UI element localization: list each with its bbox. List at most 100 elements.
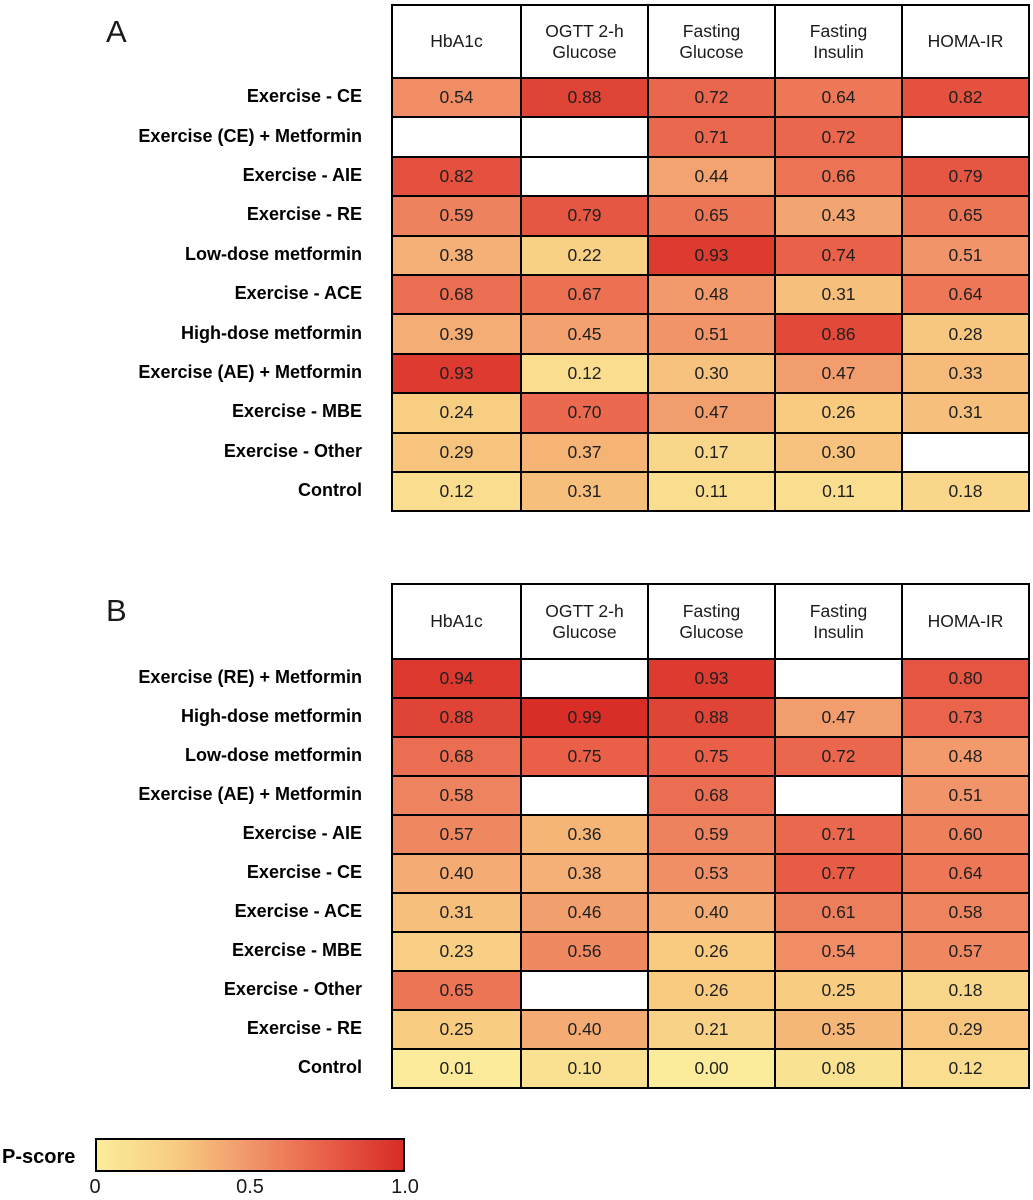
column-header: OGTT 2-h Glucose (520, 6, 647, 77)
heatmap-cell: 0.94 (393, 658, 520, 697)
heatmap-cell: 0.64 (774, 77, 901, 117)
heatmap-cell: 0.26 (647, 970, 774, 1009)
heatmap-cell-blank (393, 116, 520, 156)
heatmap-cell: 0.57 (393, 814, 520, 853)
panel-b-letter: B (106, 593, 127, 628)
column-header: Fasting Glucose (647, 585, 774, 658)
heatmap-cell: 0.08 (774, 1048, 901, 1087)
heatmap-cell: 0.01 (393, 1048, 520, 1087)
heatmap-cell-blank (520, 775, 647, 814)
heatmap-cell: 0.68 (647, 775, 774, 814)
heatmap-cell: 0.67 (520, 273, 647, 314)
heatmap-cell: 0.39 (393, 313, 520, 353)
colorbar-tick-0-5: 0.5 (236, 1176, 264, 1198)
heatmap-cell: 0.88 (647, 697, 774, 736)
heatmap-cell: 0.72 (774, 736, 901, 775)
heatmap-cell: 0.35 (774, 1009, 901, 1048)
row-label: Exercise - Other (223, 440, 362, 461)
heatmap-cell: 0.28 (901, 313, 1028, 353)
heatmap-cell: 0.70 (520, 392, 647, 432)
heatmap-cell-blank (901, 116, 1028, 156)
heatmap-cell: 0.68 (393, 736, 520, 775)
panel-a-letter: A (106, 14, 127, 49)
row-label: Exercise - ACE (234, 283, 362, 304)
heatmap-cell: 0.29 (393, 431, 520, 471)
heatmap-cell: 0.40 (393, 853, 520, 892)
heatmap-cell-blank (520, 155, 647, 196)
heatmap-cell: 0.29 (901, 1009, 1028, 1048)
heatmap-cell: 0.31 (774, 273, 901, 314)
heatmap-cell: 0.79 (520, 195, 647, 235)
heatmap-cell: 0.30 (774, 431, 901, 471)
heatmap-cell: 0.88 (520, 77, 647, 117)
heatmap-cell: 0.65 (647, 195, 774, 235)
heatmap-cell: 0.26 (647, 931, 774, 970)
heatmap-cell: 0.93 (393, 352, 520, 393)
heatmap-cell: 0.80 (901, 658, 1028, 697)
heatmap-cell: 0.72 (774, 116, 901, 156)
row-label: Exercise - RE (246, 204, 362, 225)
row-label: Exercise - CE (246, 86, 362, 107)
heatmap-cell: 0.10 (520, 1048, 647, 1087)
heatmap-cell: 0.53 (647, 853, 774, 892)
heatmap-cell: 0.38 (393, 234, 520, 274)
heatmap-cell: 0.31 (520, 470, 647, 511)
panel-b-heatmap-table: HbA1c OGTT 2-h Glucose Fasting Glucose Fast… (391, 583, 1030, 1089)
heatmap-cell: 0.51 (647, 313, 774, 353)
heatmap-cell: 0.22 (520, 234, 647, 274)
heatmap-cell: 0.88 (393, 697, 520, 736)
row-label: Exercise (CE) + Metformin (138, 125, 362, 146)
heatmap-cell: 0.40 (520, 1009, 647, 1048)
row-label: Control (298, 480, 362, 501)
heatmap-cell: 0.00 (647, 1048, 774, 1087)
heatmap-cell: 0.82 (901, 77, 1028, 117)
heatmap-cell-blank (520, 116, 647, 156)
heatmap-cell: 0.18 (901, 470, 1028, 511)
heatmap-cell: 0.66 (774, 155, 901, 196)
heatmap-cell: 0.58 (901, 892, 1028, 931)
heatmap-cell: 0.72 (647, 77, 774, 117)
heatmap-cell: 0.48 (647, 273, 774, 314)
heatmap-cell: 0.61 (774, 892, 901, 931)
heatmap-cell: 0.59 (393, 195, 520, 235)
heatmap-cell: 0.25 (393, 1009, 520, 1048)
heatmap-cell: 0.25 (774, 970, 901, 1009)
heatmap-panel-b: B Exercise (RE) + Metformin High-dose met… (0, 583, 1030, 1089)
heatmap-cell: 0.57 (901, 931, 1028, 970)
heatmap-cell: 0.12 (520, 352, 647, 393)
heatmap-panel-a: A Exercise - CE Exercise (CE) + Metformin… (0, 4, 1030, 513)
heatmap-cell: 0.86 (774, 313, 901, 353)
heatmap-cell: 0.73 (901, 697, 1028, 736)
row-label: Low-dose metformin (184, 243, 362, 264)
column-header: Fasting Glucose (647, 6, 774, 77)
column-header: HOMA-IR (901, 585, 1028, 658)
panel-b-row-labels: Exercise (RE) + Metformin High-dose metfo… (0, 583, 391, 1089)
row-label: Low-dose metformin (184, 745, 362, 765)
heatmap-cell: 0.18 (901, 970, 1028, 1009)
heatmap-cell: 0.38 (520, 853, 647, 892)
row-label: Exercise - Other (223, 979, 362, 999)
column-header: HbA1c (393, 585, 520, 658)
heatmap-cell: 0.31 (393, 892, 520, 931)
heatmap-cell: 0.47 (647, 392, 774, 432)
heatmap-cell: 0.51 (901, 775, 1028, 814)
heatmap-cell: 0.59 (647, 814, 774, 853)
column-header: HbA1c (393, 6, 520, 77)
row-label: Exercise - ACE (234, 901, 362, 921)
heatmap-cell: 0.36 (520, 814, 647, 853)
heatmap-cell: 0.33 (901, 352, 1028, 393)
heatmap-cell-blank (774, 658, 901, 697)
heatmap-cell: 0.30 (647, 352, 774, 393)
heatmap-cell: 0.68 (393, 273, 520, 314)
colorbar-gradient (95, 1138, 405, 1172)
heatmap-cell: 0.37 (520, 431, 647, 471)
heatmap-cell: 0.54 (393, 77, 520, 117)
heatmap-cell-blank (520, 658, 647, 697)
heatmap-cell: 0.40 (647, 892, 774, 931)
heatmap-cell: 0.51 (901, 234, 1028, 274)
row-label: High-dose metformin (180, 322, 362, 343)
heatmap-cell: 0.99 (520, 697, 647, 736)
heatmap-cell: 0.45 (520, 313, 647, 353)
row-label: Control (298, 1057, 362, 1077)
heatmap-cell: 0.71 (774, 814, 901, 853)
